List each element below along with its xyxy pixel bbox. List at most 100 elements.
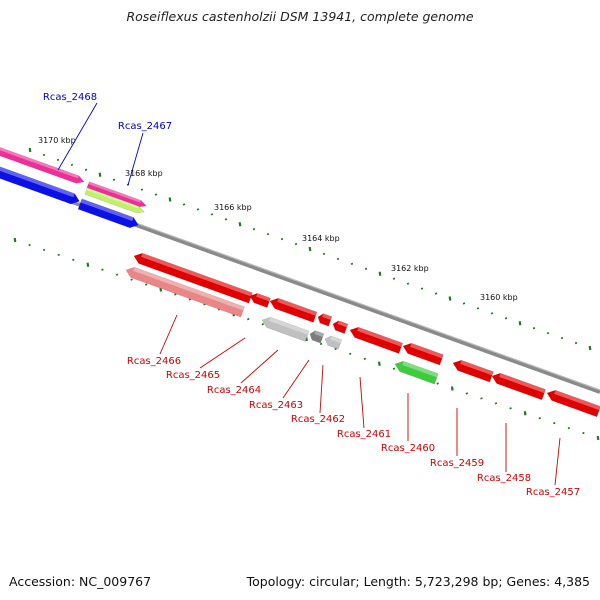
lower-scale-tick (363, 357, 367, 360)
lower-scale-tick (101, 268, 104, 271)
lower-scale-tick (509, 407, 512, 410)
lower-scale-tick (28, 243, 31, 247)
gene-box-bevel (256, 293, 271, 302)
upper-scale-tick (252, 228, 256, 231)
upper-scale-tick (238, 222, 242, 227)
gene-box (317, 313, 333, 327)
gene-box (332, 320, 349, 334)
leader-line (554, 437, 561, 486)
upper-scale-tick (476, 307, 480, 310)
gene-label: Rcas_2465 (166, 370, 220, 381)
genome-title: Roseiflexus castenholzii DSM 13941, comp… (126, 9, 474, 24)
upper-scale-tick (308, 246, 312, 252)
upper-scale-tick (490, 312, 494, 315)
lower-scale-tick (86, 262, 90, 267)
gene-label: Rcas_2461 (337, 429, 391, 440)
upper-scale-tick (420, 287, 424, 290)
lower-scale-tick (596, 435, 600, 441)
gene-box-bevel (88, 181, 141, 203)
upper-scale-tick (210, 213, 214, 216)
gene-box-bevel (499, 373, 546, 394)
lower-scale-tick (392, 367, 396, 370)
upper-scale-tick (448, 296, 452, 301)
gene-box (249, 293, 271, 308)
accession-label: Accession: NC_009767 (9, 574, 152, 589)
gene-label: Rcas_2467 (118, 121, 172, 132)
upper-scale-tick (28, 147, 32, 153)
upper-scale-tick (112, 178, 116, 181)
upper-scale-tick (588, 345, 592, 351)
lower-scale-tick (553, 421, 556, 425)
upper-scale-tick (182, 203, 186, 206)
leader-line (240, 349, 279, 384)
lower-scale-tick (436, 382, 439, 385)
gene-box (452, 359, 494, 383)
upper-scale-tick (56, 158, 60, 162)
lower-scale-tick (261, 322, 265, 326)
lower-scale-tick (494, 402, 498, 405)
gene-label: Rcas_2463 (249, 400, 303, 411)
gene-box (324, 335, 343, 350)
gene-box-bevel (277, 298, 318, 316)
gene-box-bevel (86, 187, 139, 209)
upper-scale-tick (266, 232, 270, 236)
gene-box-bevel (554, 390, 600, 411)
upper-scale-tick (406, 282, 410, 285)
lower-scale-tick (57, 253, 60, 257)
lower-scale-tick (188, 298, 192, 301)
gene-box (0, 166, 80, 205)
gene-label: Rcas_2462 (291, 414, 345, 425)
gene-box-bevel (410, 343, 444, 359)
upper-scale-tick (574, 341, 578, 345)
lower-scale-tick (465, 392, 469, 395)
upper-scale-tick (560, 336, 564, 340)
lower-scale-tick (72, 258, 75, 261)
gene-box-bevel (0, 166, 75, 198)
upper-scale-tick (154, 193, 158, 196)
gene-box (309, 330, 325, 344)
leader-line (57, 102, 98, 171)
gene-box-bevel (337, 320, 348, 328)
lower-scale-tick (319, 342, 323, 346)
upper-scale-tick (350, 262, 354, 266)
gene-label: Rcas_2458 (477, 473, 531, 484)
gene-label: Rcas_2468 (43, 92, 97, 103)
gene-box (491, 372, 546, 401)
upper-scale-tick (518, 321, 522, 326)
gene-label: Rcas_2464 (207, 385, 261, 396)
gene-box (402, 342, 444, 366)
gene-box (394, 360, 439, 385)
gene-box-bevel (80, 198, 134, 222)
upper-scale-tick (434, 292, 438, 295)
upper-scale-tick (168, 197, 172, 202)
gene-label: Rcas_2459 (430, 458, 484, 469)
lower-scale-tick (174, 293, 177, 296)
lower-scale-tick (348, 352, 352, 356)
scale-label: 3162 kbp (391, 264, 429, 273)
lower-scale-tick (450, 386, 454, 391)
gene-box (125, 266, 245, 318)
gene-box-bevel (330, 335, 342, 344)
leader-line (199, 337, 246, 369)
lower-scale-tick (567, 426, 571, 430)
upper-scale-tick (546, 331, 550, 335)
gene-box (77, 198, 139, 229)
gene-box-bevel (133, 267, 245, 311)
gene-box-bevel (402, 361, 439, 378)
upper-scale-tick (70, 163, 74, 167)
leader-line (282, 359, 310, 399)
upper-scale-tick (98, 172, 102, 177)
gene-box (84, 187, 145, 214)
upper-scale-tick (322, 252, 326, 256)
gene-label: Rcas_2466 (127, 356, 181, 367)
upper-scale-tick (280, 237, 284, 241)
leader-line (127, 132, 144, 186)
lower-scale-tick (13, 237, 17, 243)
gene-box (269, 297, 318, 323)
upper-scale-tick (224, 218, 228, 221)
scale-label: 3160 kbp (480, 293, 518, 302)
gene-box-bevel (141, 253, 253, 297)
upper-scale-tick (364, 267, 368, 270)
gene-box (86, 181, 147, 208)
leader-line (159, 314, 178, 355)
